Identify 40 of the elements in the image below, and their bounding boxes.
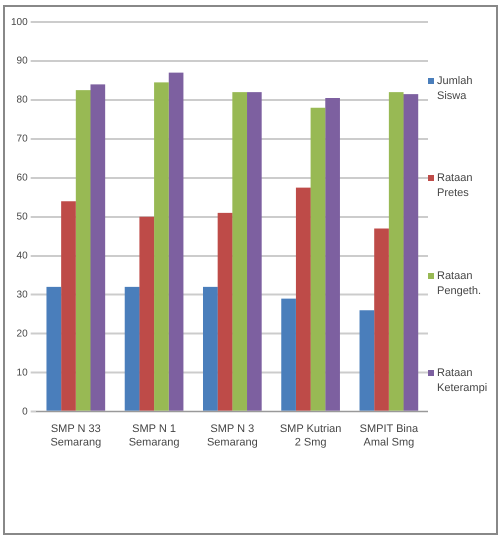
bar bbox=[90, 84, 106, 411]
y-tick-label: 20 bbox=[16, 328, 28, 340]
bar bbox=[296, 188, 311, 411]
y-tick-label: 100 bbox=[10, 16, 28, 28]
bar bbox=[374, 228, 389, 411]
y-tick-label: 90 bbox=[16, 56, 28, 67]
y-tick-label: 10 bbox=[16, 367, 28, 378]
y-tick-label: 30 bbox=[16, 289, 28, 300]
y-tick-label: 40 bbox=[16, 250, 28, 262]
bar bbox=[247, 92, 262, 411]
legend-label: Rataan Keterampi bbox=[437, 366, 488, 396]
bar bbox=[202, 286, 218, 411]
x-tick-label: SMP N 33 Semarang bbox=[50, 423, 102, 448]
bar bbox=[281, 298, 296, 411]
legend-label: Jumlah Siswa bbox=[437, 74, 474, 104]
bar bbox=[154, 82, 169, 411]
bar bbox=[404, 94, 418, 411]
x-tick-label: SMPIT Bina Amal Smg bbox=[360, 423, 419, 448]
bar bbox=[218, 212, 232, 411]
bar bbox=[168, 72, 184, 411]
bar bbox=[388, 92, 404, 411]
x-tick-label: SMP N 3 Semarang bbox=[206, 423, 258, 448]
y-tick-label: 0 bbox=[22, 406, 28, 418]
bar bbox=[310, 108, 326, 411]
bar bbox=[76, 90, 90, 411]
y-tick-label: 60 bbox=[16, 172, 28, 184]
y-tick-label: 80 bbox=[16, 94, 28, 106]
bar bbox=[139, 216, 154, 411]
x-tick-label: SMP Kutrian 2 Smg bbox=[280, 423, 342, 448]
bar bbox=[46, 286, 62, 411]
bar bbox=[325, 98, 340, 411]
bar bbox=[61, 201, 76, 411]
bar bbox=[124, 286, 140, 411]
y-tick-label: 50 bbox=[16, 212, 28, 223]
bar bbox=[232, 92, 248, 411]
legend-label: Rataan Pengeth. bbox=[437, 268, 482, 299]
x-tick-label: SMP N 1 Semarang bbox=[128, 423, 180, 448]
bar bbox=[360, 310, 374, 411]
legend-label: Rataan Pretes bbox=[437, 171, 474, 202]
y-tick-label: 70 bbox=[16, 134, 28, 145]
